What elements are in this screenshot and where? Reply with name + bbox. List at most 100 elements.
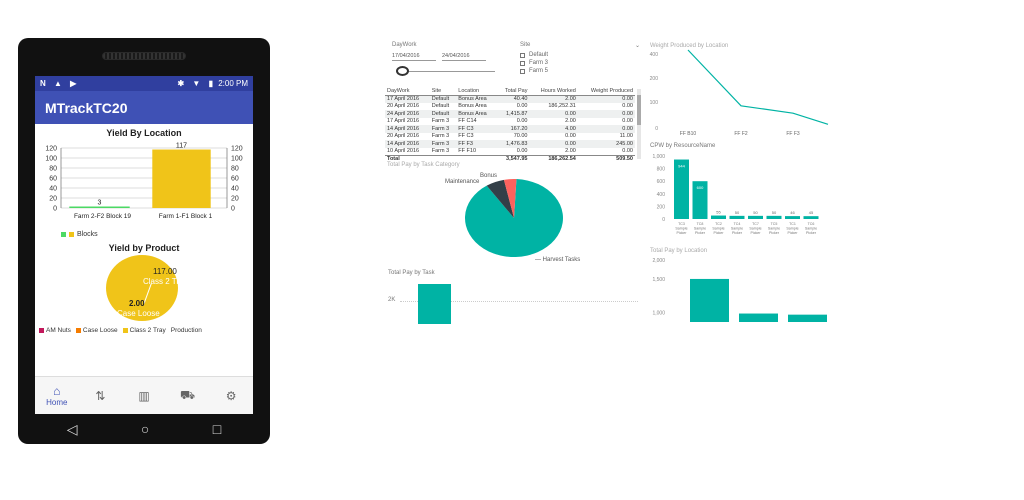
- pie-value-small: 2.00: [129, 299, 145, 308]
- y-tick-label: 60: [49, 176, 57, 183]
- barcode-icon: ▥: [138, 388, 150, 403]
- yield-location-title: Yield By Location: [106, 128, 182, 138]
- x-tick-label: Sample: [675, 227, 687, 231]
- y-tick-label: 400: [657, 192, 666, 198]
- y-tick-label: 600: [657, 179, 666, 185]
- site-option[interactable]: Farm 3: [520, 59, 640, 67]
- home-button[interactable]: ○: [140, 421, 150, 437]
- table-cell: 11.00: [619, 133, 633, 140]
- table-row: 14 April 2016 Farm 3 FF F3 1,476.83 0.00 245.…: [385, 140, 635, 148]
- table-cell: 10 April 2016: [387, 148, 420, 154]
- column-header[interactable]: Total Pay: [496, 87, 530, 96]
- cart-icon: ⛟: [180, 387, 196, 402]
- checkbox[interactable]: [520, 52, 525, 58]
- legend-swatch: [122, 328, 128, 333]
- table-cell: 0.00: [577, 110, 635, 118]
- nav-item-settings[interactable]: ⚙: [209, 377, 253, 414]
- date-slider[interactable]: [392, 65, 517, 77]
- pay-by-task-ytick: 2K: [388, 297, 396, 303]
- nav-item-sort[interactable]: ⇅: [79, 377, 123, 414]
- table-cell: Farm 3: [431, 133, 450, 140]
- bottom-nav: ⌂ Home ⇅ ▥ ⛟ ⚙: [35, 376, 253, 414]
- y-tick-label: 400: [650, 52, 659, 58]
- table-cell: Farm 3: [429, 140, 457, 148]
- bar-data-label: 944: [678, 164, 685, 169]
- pay-by-location-chart: Total Pay by Location 2,000 1,500 1,000: [650, 248, 827, 322]
- bar: [692, 181, 708, 219]
- column-header[interactable]: DayWork: [385, 87, 430, 96]
- legend-item: Production: [171, 327, 202, 334]
- x-tick-label: Picker: [732, 231, 743, 235]
- nav-item-home[interactable]: ⌂ Home: [35, 377, 79, 414]
- x-tick-label: Sample: [712, 227, 724, 231]
- table-cell: 0.00: [622, 118, 633, 125]
- checkbox[interactable]: [520, 60, 525, 66]
- bar-value-label: 3: [98, 200, 102, 207]
- yield-product-chart: 117.00 Class 2 Tray 2.00 Case Loose: [35, 253, 253, 323]
- table-cell: Farm 3: [431, 148, 450, 154]
- table-scrollbar[interactable]: [637, 89, 641, 159]
- scrollbar-thumb[interactable]: [637, 95, 641, 125]
- table-row: 20 April 2016 Default Bonus Area 0.00 186,25…: [385, 103, 635, 111]
- bar: [766, 215, 782, 219]
- table-row: 24 April 2016 Default Bonus Area 1,415.87 0.…: [385, 110, 635, 118]
- y-tick-label: 200: [657, 204, 666, 210]
- phone-frame: N ▲ ▶ ✱ ▼ ▮ 2:00 PM MTrackTC20 Yield By …: [18, 38, 270, 444]
- site-option[interactable]: Default: [520, 51, 640, 59]
- column-header[interactable]: Location: [456, 87, 497, 96]
- x-tick-label: TC2: [715, 222, 722, 226]
- nav-item-cart[interactable]: ⛟: [166, 377, 210, 414]
- site-option-label: Farm 5: [529, 68, 549, 74]
- y-tick-label-right: 0: [231, 206, 235, 213]
- x-tick-label: Farm 2-F2 Block 19: [74, 213, 131, 220]
- bar-data-label: 50: [753, 210, 758, 215]
- pay-by-task-bar: [418, 284, 451, 324]
- chevron-down-icon[interactable]: ⌄: [634, 43, 640, 49]
- column-header[interactable]: Weight Produced: [577, 87, 635, 96]
- table-cell: FF F10: [458, 148, 477, 154]
- y-tick-label-right: 20: [231, 196, 239, 203]
- table-cell: FF C3: [456, 125, 497, 133]
- back-button[interactable]: ◁: [66, 420, 78, 437]
- app-title: MTrackTC20: [45, 99, 128, 116]
- table-cell: Farm 3: [431, 118, 450, 125]
- x-tick-label: Sample: [731, 227, 743, 231]
- slider-handle[interactable]: [396, 66, 409, 76]
- x-tick-label: Sample: [786, 227, 798, 231]
- table-cell: [429, 154, 457, 163]
- nav-item-barcode[interactable]: ▥: [122, 377, 166, 414]
- table-cell: 14 April 2016: [385, 125, 430, 133]
- x-tick-label: FF F2: [734, 131, 748, 137]
- checkbox[interactable]: [520, 68, 525, 74]
- x-tick-label: TC7: [752, 222, 759, 226]
- legend-swatch: [69, 232, 74, 237]
- table-cell: 70.00: [513, 133, 528, 140]
- pie-value-large: 117.00: [153, 267, 177, 276]
- table-total-row: Total 3,547.95 186,262.54 509.50: [385, 154, 635, 163]
- table-cell: 4.00: [529, 125, 578, 133]
- column-header[interactable]: Hours Worked: [529, 87, 578, 96]
- notification-icons: N ▲ ▶: [40, 79, 80, 88]
- table-cell: Default: [429, 110, 457, 118]
- legend-item: Class 2 Tray: [122, 327, 166, 334]
- date-from-input[interactable]: [392, 51, 436, 61]
- date-to-input[interactable]: [442, 51, 486, 61]
- chart-title: CPW by ResourceName: [650, 143, 716, 149]
- x-tick-label: TC3: [678, 222, 685, 226]
- y-tick-label-right: 100: [231, 156, 243, 163]
- column-header[interactable]: Site: [429, 87, 457, 96]
- table-cell: 0.00: [529, 110, 578, 118]
- recent-apps-button[interactable]: □: [212, 421, 222, 437]
- slider-track: [398, 71, 495, 72]
- bar-data-label: 55: [716, 210, 721, 215]
- table-cell: 3,547.95: [496, 154, 530, 163]
- site-option[interactable]: Farm 5: [520, 67, 640, 75]
- y-tick-label: 1,000: [652, 310, 665, 316]
- x-tick-label: Sample: [694, 227, 706, 231]
- y-tick-label: 40: [49, 186, 57, 193]
- x-tick-label: TC4: [734, 222, 741, 226]
- table-row: 20 April 2016 Farm 3 FF C3 70.00 0.00 11.00: [385, 133, 635, 141]
- y-tick-label: 2,000: [652, 258, 665, 264]
- bar: [739, 313, 778, 322]
- x-tick-label: FF F3: [786, 131, 800, 137]
